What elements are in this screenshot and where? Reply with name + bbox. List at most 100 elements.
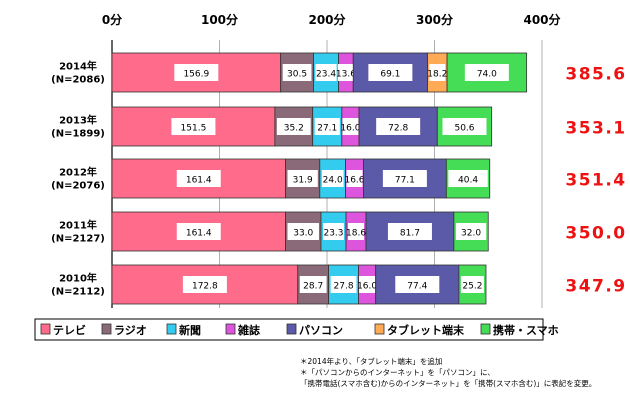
data-label-bg xyxy=(382,170,427,187)
data-label-bg xyxy=(314,118,340,135)
data-label: 77.4 xyxy=(407,282,427,292)
data-label-bg xyxy=(337,64,354,81)
data-label: 72.8 xyxy=(388,124,408,134)
legend-label: 新聞 xyxy=(179,323,201,337)
data-label-bg xyxy=(176,170,221,187)
data-label: 172.8 xyxy=(192,282,218,292)
x-tick-label: 200分 xyxy=(308,12,345,27)
data-label: 35.2 xyxy=(284,124,304,134)
data-label: 28.7 xyxy=(303,282,323,292)
data-label: 74.0 xyxy=(477,70,497,80)
footnote-2: ＊「パソコンからのインターネット」を「パソコン」に、 xyxy=(300,368,495,377)
data-label: 31.9 xyxy=(293,176,313,186)
data-label-bg xyxy=(276,118,311,135)
legend-swatch xyxy=(286,323,297,335)
data-label: 13.6 xyxy=(336,70,356,80)
data-label-bg xyxy=(464,64,509,81)
data-label-bg xyxy=(376,118,421,135)
footnote-1: ＊2014年より、「タブレット端末」を追加 xyxy=(300,357,443,366)
data-label: 16.0 xyxy=(357,282,377,292)
data-label: 23.4 xyxy=(316,70,336,80)
data-label-bg xyxy=(346,170,363,187)
data-label-bg xyxy=(429,64,446,81)
legend-label: 携帯・スマホ xyxy=(493,323,559,337)
legend-swatch xyxy=(225,323,236,335)
bar-segment-携帯・スマホ xyxy=(446,52,528,93)
legend-label: テレビ xyxy=(53,323,86,337)
data-label-bg xyxy=(387,223,432,240)
data-label-bg xyxy=(182,276,227,293)
data-label: 27.1 xyxy=(317,124,337,134)
data-label-bg xyxy=(455,223,487,240)
x-tick-label: 100分 xyxy=(201,12,238,27)
data-label: 23.3 xyxy=(323,229,343,239)
data-label-bg xyxy=(330,276,357,293)
data-label: 32.0 xyxy=(461,229,481,239)
data-label: 18.6 xyxy=(346,229,366,239)
data-label: 27.8 xyxy=(334,282,354,292)
data-label: 50.6 xyxy=(454,124,474,134)
legend-label: パソコン xyxy=(299,324,343,337)
legend-swatch xyxy=(101,323,112,335)
category-label: (N=2076) xyxy=(51,181,105,192)
data-label-bg xyxy=(460,276,484,293)
x-tick-label: 0分 xyxy=(102,12,122,27)
legend-label: 雑誌 xyxy=(237,323,260,337)
data-label-bg xyxy=(448,170,488,187)
category-label: (N=2112) xyxy=(51,287,105,298)
footnote-3: 「携帯電話(スマホ含む)からのインターネット」を「携帯(スマホ含む)」に表記を変… xyxy=(300,379,597,388)
category-label: 2012年 xyxy=(59,166,97,179)
total-label: 385.6 xyxy=(565,65,626,85)
data-label: 77.1 xyxy=(395,176,415,186)
data-label: 24.0 xyxy=(323,176,343,186)
data-label-bg xyxy=(395,276,440,293)
data-label-bg xyxy=(442,118,487,135)
legend-swatch xyxy=(480,323,491,335)
data-label: 16.0 xyxy=(340,124,360,134)
data-label-bg xyxy=(348,223,365,240)
data-label: 40.4 xyxy=(458,176,478,186)
data-label: 18.2 xyxy=(427,70,447,80)
data-label-bg xyxy=(287,223,319,240)
category-label: (N=2127) xyxy=(51,234,105,245)
data-label-bg xyxy=(342,118,359,135)
total-label: 350.0 xyxy=(565,224,626,244)
x-tick-label: 300分 xyxy=(416,12,453,27)
data-label: 69.1 xyxy=(380,70,400,80)
legend-label: ラジオ xyxy=(114,324,147,337)
footnotes: ＊2014年より、「タブレット端末」を追加 ＊「パソコンからのインターネット」を… xyxy=(300,356,625,389)
category-label: 2010年 xyxy=(59,272,97,285)
total-label: 351.4 xyxy=(565,171,626,191)
data-label: 161.4 xyxy=(186,176,212,186)
category-label: 2011年 xyxy=(59,219,97,232)
data-label-bg xyxy=(282,64,312,81)
data-label-bg xyxy=(321,170,344,187)
data-label-bg xyxy=(322,223,345,240)
category-label: (N=2086) xyxy=(51,75,105,86)
data-label: 16.6 xyxy=(344,176,364,186)
data-label: 33.0 xyxy=(293,229,313,239)
data-label: 161.4 xyxy=(186,229,212,239)
data-label-bg xyxy=(174,64,219,81)
data-label: 30.5 xyxy=(287,70,307,80)
data-label-bg xyxy=(368,64,413,81)
data-label: 25.2 xyxy=(462,282,482,292)
category-label: 2014年 xyxy=(59,60,97,73)
legend-swatch xyxy=(374,323,385,335)
category-label: 2013年 xyxy=(59,114,97,127)
total-label: 347.9 xyxy=(565,277,626,297)
data-label: 151.5 xyxy=(181,124,207,134)
category-label: (N=1899) xyxy=(51,129,105,140)
data-label-bg xyxy=(287,170,318,187)
total-label: 353.1 xyxy=(565,119,626,139)
x-tick-label: 400分 xyxy=(523,12,560,27)
legend-swatch xyxy=(40,323,51,335)
data-label-bg xyxy=(359,276,376,293)
data-label-bg xyxy=(315,64,337,81)
data-label-bg xyxy=(299,276,327,293)
legend-label: タブレット端末 xyxy=(387,323,465,337)
legend-swatch xyxy=(166,323,177,335)
data-label: 81.7 xyxy=(400,229,420,239)
data-label-bg xyxy=(171,118,216,135)
